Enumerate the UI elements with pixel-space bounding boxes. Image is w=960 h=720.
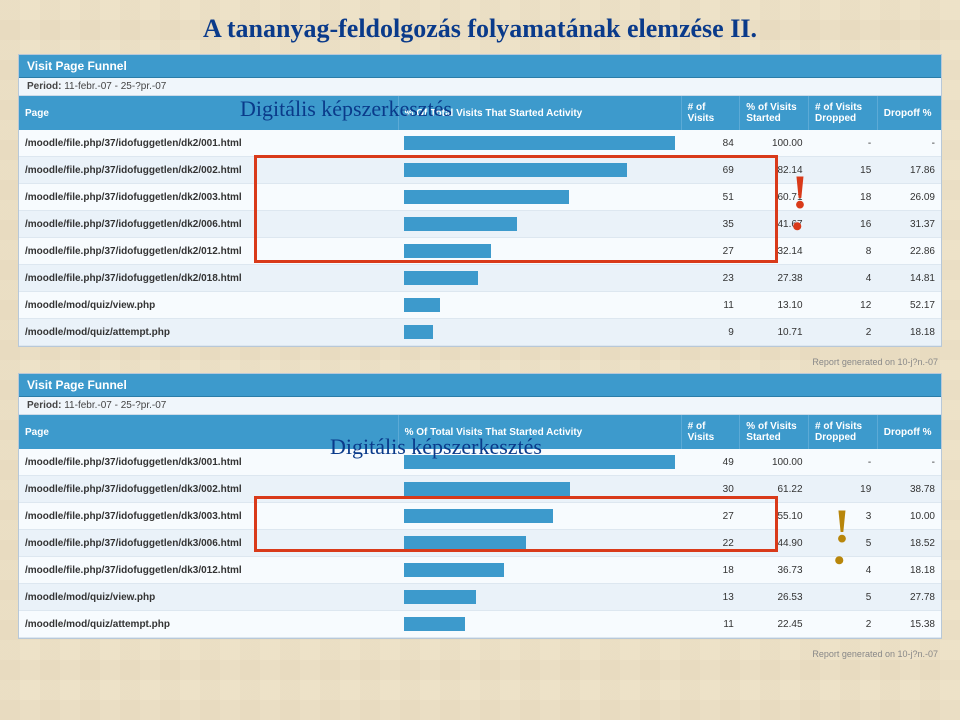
table-row: /moodle/mod/quiz/attempt.php 1122.45215.3… [19, 611, 941, 638]
page-path-cell: /moodle/file.php/37/idofuggetlen/dk2/018… [19, 265, 398, 292]
page-path-cell: /moodle/mod/quiz/attempt.php [19, 319, 398, 346]
pct-bar-cell [398, 265, 681, 292]
table-row: /moodle/mod/quiz/view.php 1113.101252.17 [19, 292, 941, 319]
visits-cell: 9 [681, 319, 740, 346]
page-path-cell: /moodle/file.php/37/idofuggetlen/dk2/001… [19, 130, 398, 157]
period-label: Period: [27, 400, 61, 411]
table-row: /moodle/file.php/37/idofuggetlen/dk3/012… [19, 557, 941, 584]
page-title: A tananyag-feldolgozás folyamatának elem… [0, 0, 960, 54]
highlight-box-1 [254, 155, 778, 263]
col-dropoff-header: Dropoff % [877, 96, 941, 130]
pct-started-cell: 100.00 [740, 130, 809, 157]
col-visits-header: # of Visits [681, 96, 740, 130]
col-dropped-header: # of Visits Dropped [809, 96, 878, 130]
dropoff-cell: 17.86 [877, 157, 941, 184]
report-generated-label: Report generated on 10-j?n.-07 [0, 353, 960, 373]
visits-cell: 11 [681, 292, 740, 319]
table-row: /moodle/mod/quiz/view.php 1326.53527.78 [19, 584, 941, 611]
pct-bar-cell [398, 557, 681, 584]
pct-bar-cell [398, 319, 681, 346]
report-generated-label: Report generated on 10-j?n.-07 [0, 645, 960, 665]
dropped-cell: 5 [809, 584, 878, 611]
col-pctstarted-header: % of Visits Started [740, 415, 809, 449]
pct-started-cell: 26.53 [740, 584, 809, 611]
page-path-cell: /moodle/mod/quiz/view.php [19, 292, 398, 319]
period-value: 11-febr.-07 - 25-?pr.-07 [64, 400, 166, 411]
dropoff-cell: 15.38 [877, 611, 941, 638]
dropoff-cell: - [877, 449, 941, 476]
pct-started-cell: 27.38 [740, 265, 809, 292]
pct-bar-cell [398, 584, 681, 611]
exclaim-icon-2: !• [834, 510, 850, 571]
dropoff-cell: 27.78 [877, 584, 941, 611]
page-path-cell: /moodle/file.php/37/idofuggetlen/dk3/012… [19, 557, 398, 584]
dropped-cell: 2 [809, 319, 878, 346]
pct-started-cell: 10.71 [740, 319, 809, 346]
dropped-cell: 18 [809, 184, 878, 211]
dropoff-cell: 52.17 [877, 292, 941, 319]
pct-started-cell: 22.45 [740, 611, 809, 638]
bar-fill [404, 325, 433, 339]
bar-fill [404, 563, 504, 577]
bar-fill [404, 617, 465, 631]
period-value: 11-febr.-07 - 25-?pr.-07 [64, 81, 166, 92]
period-row: Period: 11-febr.-07 - 25-?pr.-07 [19, 397, 941, 415]
dropoff-cell: 26.09 [877, 184, 941, 211]
dropoff-cell: 10.00 [877, 503, 941, 530]
col-pctstarted-header: % of Visits Started [740, 96, 809, 130]
dropoff-cell: 22.86 [877, 238, 941, 265]
bar-fill [404, 298, 440, 312]
col-visits-header: # of Visits [681, 415, 740, 449]
bar-fill [404, 590, 476, 604]
pct-bar-cell [398, 292, 681, 319]
visits-cell: 84 [681, 130, 740, 157]
pct-started-cell: 100.00 [740, 449, 809, 476]
dropoff-cell: 18.52 [877, 530, 941, 557]
dropped-cell: 19 [809, 476, 878, 503]
highlight-box-2 [254, 496, 778, 552]
dropoff-cell: 18.18 [877, 319, 941, 346]
panel-title: Visit Page Funnel [19, 374, 941, 397]
dropoff-cell: - [877, 130, 941, 157]
dropped-cell: 12 [809, 292, 878, 319]
pct-started-cell: 36.73 [740, 557, 809, 584]
dropped-cell: - [809, 130, 878, 157]
visits-cell: 11 [681, 611, 740, 638]
col-dropped-header: # of Visits Dropped [809, 415, 878, 449]
pct-bar-cell [398, 130, 681, 157]
col-dropoff-header: Dropoff % [877, 415, 941, 449]
dropoff-cell: 38.78 [877, 476, 941, 503]
dropped-cell: 4 [809, 265, 878, 292]
dropped-cell: - [809, 449, 878, 476]
visits-cell: 13 [681, 584, 740, 611]
visits-cell: 23 [681, 265, 740, 292]
subtitle-overlay-1: Digitális képszerkesztés [240, 96, 452, 122]
dropped-cell: 15 [809, 157, 878, 184]
dropoff-cell: 18.18 [877, 557, 941, 584]
dropoff-cell: 31.37 [877, 211, 941, 238]
period-row: Period: 11-febr.-07 - 25-?pr.-07 [19, 78, 941, 96]
page-path-cell: /moodle/mod/quiz/attempt.php [19, 611, 398, 638]
page-path-cell: /moodle/mod/quiz/view.php [19, 584, 398, 611]
panel-title: Visit Page Funnel [19, 55, 941, 78]
table-row: /moodle/file.php/37/idofuggetlen/dk2/018… [19, 265, 941, 292]
dropped-cell: 2 [809, 611, 878, 638]
dropped-cell: 16 [809, 211, 878, 238]
table-row: /moodle/file.php/37/idofuggetlen/dk2/001… [19, 130, 941, 157]
exclaim-icon-1: !• [792, 176, 808, 237]
bar-fill [404, 482, 570, 496]
dropoff-cell: 14.81 [877, 265, 941, 292]
dropped-cell: 8 [809, 238, 878, 265]
bar-fill [404, 271, 478, 285]
period-label: Period: [27, 81, 61, 92]
visits-cell: 49 [681, 449, 740, 476]
pct-bar-cell [398, 611, 681, 638]
table-row: /moodle/mod/quiz/attempt.php 910.71218.18 [19, 319, 941, 346]
visits-cell: 18 [681, 557, 740, 584]
pct-started-cell: 13.10 [740, 292, 809, 319]
subtitle-overlay-2: Digitális képszerkesztés [330, 434, 542, 460]
bar-fill [404, 136, 675, 150]
